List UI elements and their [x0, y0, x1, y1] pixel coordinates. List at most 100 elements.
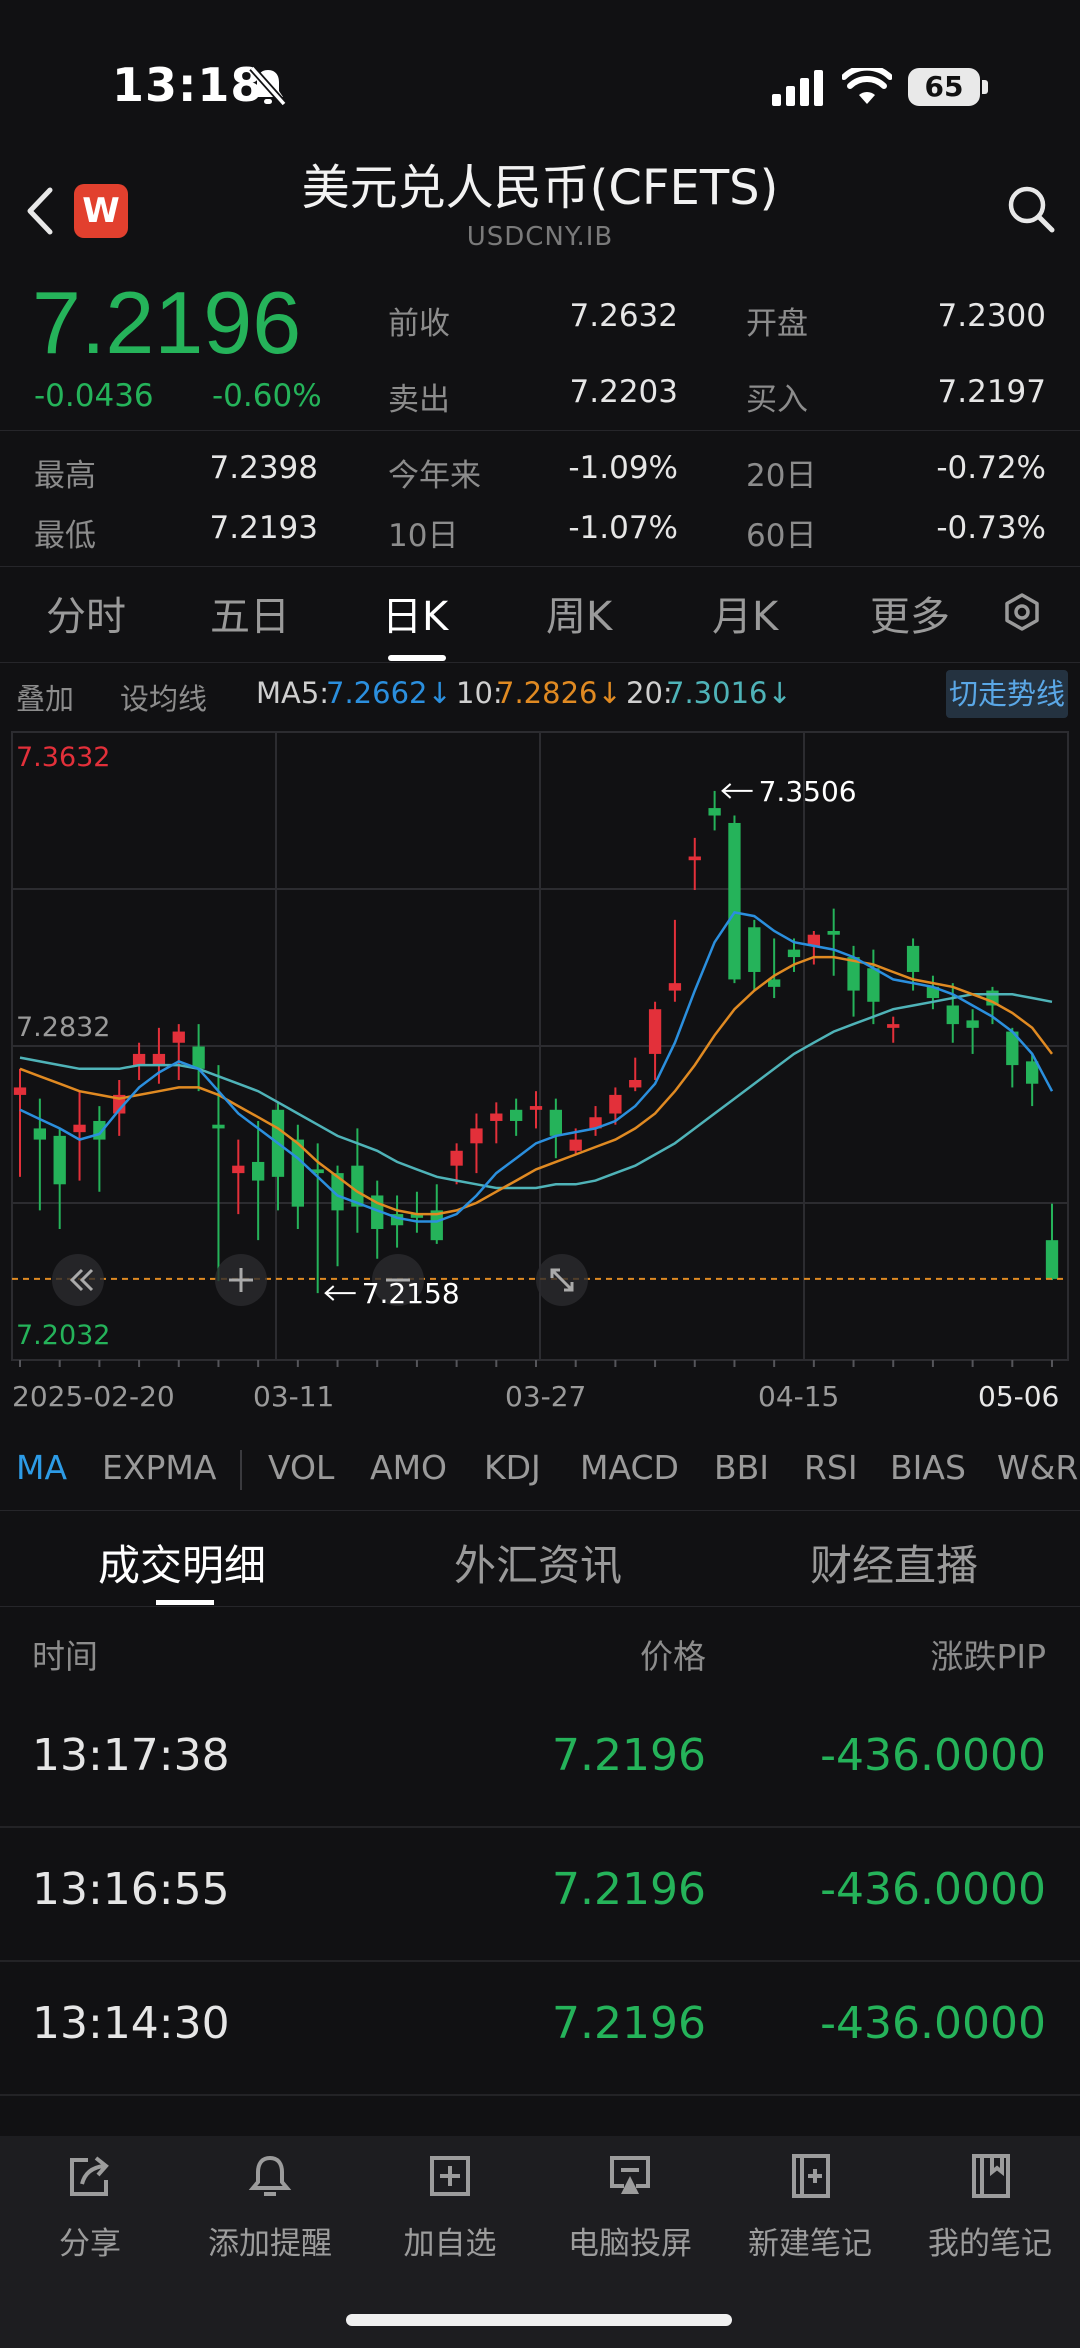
overlay-button[interactable]: 叠加	[16, 682, 75, 716]
cast-screen-button[interactable]: 电脑投屏	[540, 2150, 720, 2263]
signal-icon	[772, 70, 823, 106]
indicator-tab-wr-clip: W&R	[994, 1440, 1080, 1496]
trade-pip: -436.0000	[820, 1998, 1046, 2049]
ytd-value: -1.09%	[568, 450, 678, 486]
scroll-left-button[interactable]	[52, 1254, 104, 1306]
candle-body	[807, 934, 820, 946]
x-label: 03-11	[253, 1380, 334, 1413]
x-label-start: 2025-02-20	[12, 1380, 175, 1413]
indicator-tab-expma[interactable]: EXPMA	[102, 1448, 217, 1487]
search-icon[interactable]	[1006, 184, 1056, 234]
divider	[0, 1606, 1080, 1607]
fullscreen-button[interactable]	[536, 1254, 588, 1306]
x-label-end: 05-06	[978, 1380, 1059, 1413]
wifi-icon	[842, 68, 892, 104]
candle-up	[529, 1091, 543, 1129]
candle-up	[450, 1143, 463, 1185]
trade-price: 7.2196	[552, 1864, 706, 1915]
indicator-tab-amo[interactable]: AMO	[370, 1448, 448, 1487]
indicator-tab-vol[interactable]: VOL	[268, 1448, 335, 1487]
candle-body	[33, 1128, 46, 1140]
high-label: 最高	[34, 458, 96, 494]
buy-label: 买入	[746, 382, 808, 418]
candle-up	[13, 1068, 27, 1177]
candle-up	[609, 1087, 622, 1125]
trade-price: 7.2196	[552, 1998, 706, 2049]
candle-body	[252, 1161, 265, 1181]
divider	[0, 430, 1080, 431]
indicator-tab-rsi[interactable]: RSI	[804, 1448, 858, 1487]
indicator-tab-bbi[interactable]: BBI	[714, 1448, 770, 1487]
open-value: 7.2300	[937, 298, 1046, 334]
tab-daily-k[interactable]: 日K	[382, 594, 449, 640]
row-divider	[0, 1960, 1080, 1962]
y-max-label: 7.3632	[16, 742, 110, 773]
ma20-value: 7.3016↓	[666, 676, 792, 710]
candle-body	[609, 1094, 622, 1114]
candle-body	[13, 1087, 27, 1095]
trade-price: 7.2196	[552, 1730, 706, 1781]
tab-forex-news[interactable]: 外汇资讯	[454, 1541, 623, 1590]
tab-five-day[interactable]: 五日	[210, 594, 290, 640]
new-note-button[interactable]: 新建笔记	[720, 2150, 900, 2263]
indicator-tab-macd[interactable]: MACD	[580, 1448, 679, 1487]
candle-down	[1006, 1027, 1019, 1088]
ytd-label: 今年来	[388, 458, 481, 494]
add-alert-button[interactable]: 添加提醒	[180, 2150, 360, 2263]
candle-body	[53, 1135, 66, 1185]
min-annotation: 7.2158	[324, 1277, 460, 1310]
candle-up	[648, 1001, 662, 1080]
zoom-out-button[interactable]	[372, 1254, 424, 1306]
switch-trend-line-button[interactable]: 切走势线	[946, 670, 1068, 718]
candle-down	[708, 790, 721, 831]
back-arrow-icon[interactable]	[22, 186, 58, 236]
mute-bell-icon	[249, 65, 287, 107]
share-button[interactable]: 分享	[0, 2150, 180, 2263]
tab-monthly-k[interactable]: 月K	[712, 594, 779, 640]
new-note-label: 新建笔记	[748, 2226, 872, 2262]
home-indicator	[346, 2314, 732, 2326]
divider	[0, 566, 1080, 567]
d60-value: -0.73%	[936, 510, 1046, 546]
indicator-tab-kdj[interactable]: KDJ	[484, 1448, 541, 1487]
candle-body	[827, 930, 840, 935]
candle-up	[887, 1016, 900, 1043]
trade-pip: -436.0000	[820, 1730, 1046, 1781]
ma5-value: 7.2662↓	[326, 676, 452, 710]
add-watchlist-button[interactable]: 加自选	[360, 2150, 540, 2263]
tab-weekly-k[interactable]: 周K	[546, 594, 613, 640]
candle-body	[291, 1139, 304, 1207]
indicator-tab-ma[interactable]: MA	[16, 1448, 68, 1487]
candle-body	[648, 1009, 662, 1054]
settings-icon[interactable]	[1002, 592, 1042, 632]
buy-value: 7.2197	[937, 374, 1046, 410]
candle-up	[172, 1024, 185, 1080]
tab-finance-live[interactable]: 财经直播	[810, 1541, 979, 1590]
d10-label: 10日	[388, 518, 459, 554]
ma20-line	[19, 993, 1053, 1190]
trade-time: 13:14:30	[32, 1998, 230, 2049]
candle-body	[887, 1024, 900, 1028]
d20-value: -0.72%	[936, 450, 1046, 486]
candle-up	[73, 1091, 86, 1181]
candle-body	[668, 983, 682, 991]
tab-trade-details[interactable]: 成交明细	[98, 1541, 267, 1590]
open-label: 开盘	[746, 306, 808, 342]
indicator-tab-bias[interactable]: BIAS	[890, 1448, 966, 1487]
candle-body	[946, 1005, 959, 1025]
sell-value: 7.2203	[569, 374, 678, 410]
status-time: 13:18	[112, 58, 264, 112]
candle-body	[172, 1031, 185, 1043]
my-notes-button[interactable]: 我的笔记	[900, 2150, 1080, 2263]
tab-intraday[interactable]: 分时	[46, 594, 126, 640]
candle-body	[212, 1124, 225, 1129]
ma10-value: 7.2826↓	[496, 676, 622, 710]
indicator-tab-wr[interactable]: W&R	[997, 1448, 1079, 1487]
tab-more[interactable]: 更多	[870, 594, 950, 640]
candle-up	[668, 919, 682, 1002]
zoom-in-button[interactable]	[215, 1254, 267, 1306]
candle-body	[549, 1109, 562, 1136]
candlestick-chart[interactable]: 7.3632 7.2832 7.2032 7.3506 7.2158 2025-…	[0, 730, 1080, 1420]
candle-body	[688, 856, 701, 861]
set-ma-button[interactable]: 设均线	[120, 682, 208, 716]
